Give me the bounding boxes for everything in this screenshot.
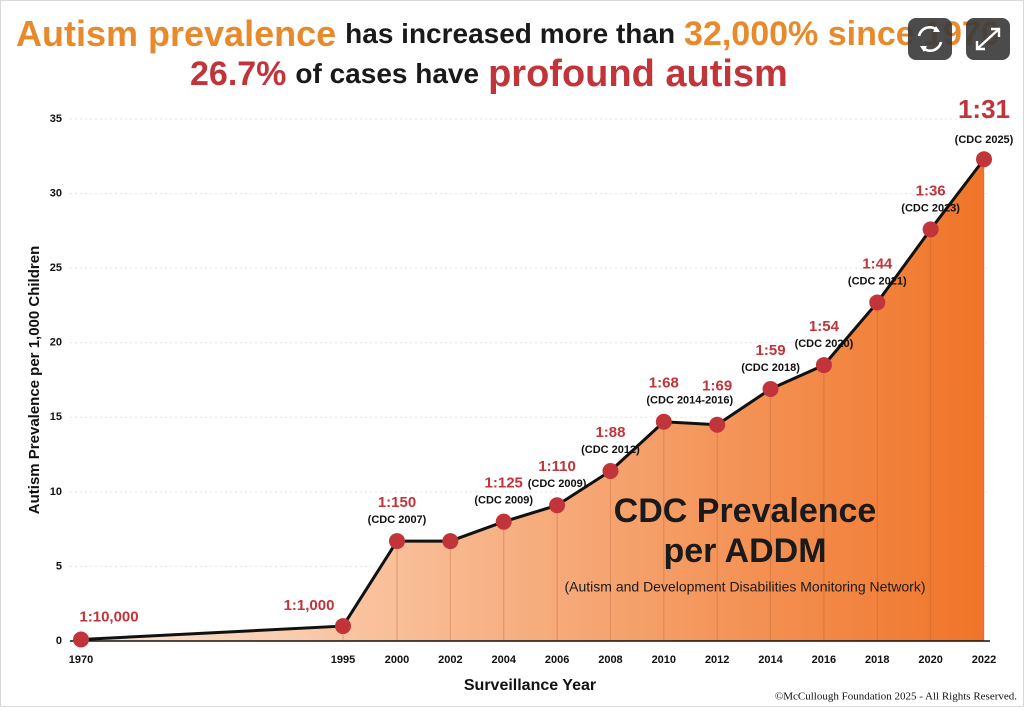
ratio-label: 1:150 [378, 494, 416, 511]
title-part: profound autism [488, 53, 788, 95]
title-line: 26.7% of cases have profound autism [190, 53, 788, 95]
y-tick-label: 35 [50, 113, 62, 125]
x-tick-label: 2014 [758, 654, 783, 666]
title: Autism prevalence has increased more than… [16, 13, 1000, 96]
x-tick-label: 1970 [69, 654, 93, 666]
data-point [73, 631, 89, 648]
ratio-label: 1:110 [538, 458, 576, 475]
expand-icon [975, 27, 1001, 51]
source-label: (CDC 2012) [581, 444, 640, 456]
x-tick-label: 2000 [385, 654, 409, 666]
button-bg [908, 18, 952, 60]
source-label: (CDC 2021) [848, 275, 907, 287]
annotation-title: CDC Prevalence [614, 492, 877, 530]
source-label: (CDC 2023) [901, 202, 960, 214]
data-point [442, 533, 459, 550]
x-tick-label: 2002 [438, 654, 462, 666]
x-axis-title: Surveillance Year [464, 677, 596, 694]
area [81, 159, 984, 642]
title-part: 26.7% [190, 55, 286, 93]
source-label: (CDC 2009) [528, 478, 587, 490]
data-point [709, 416, 726, 433]
credit: ©McCullough Foundation 2025 - All Rights… [775, 691, 1017, 703]
ratio-label: 1:69 [702, 378, 732, 395]
ratio-label: 1:31 [958, 94, 1010, 124]
y-tick-label: 15 [50, 411, 62, 423]
x-tick-label: 2004 [491, 654, 516, 666]
data-point [655, 413, 672, 430]
y-tick-label: 5 [56, 560, 62, 572]
y-tick-label: 20 [50, 337, 62, 349]
title-line: Autism prevalence has increased more than… [16, 13, 1000, 54]
x-tick-label: 2020 [918, 654, 942, 666]
expand-button[interactable] [966, 18, 1010, 60]
ratio-label: 1:59 [756, 342, 786, 359]
source-label: (CDC 2018) [741, 362, 800, 374]
data-point [495, 513, 512, 530]
ratio-label: 1:88 [595, 424, 625, 441]
ratio-label: 1:10,000 [79, 608, 138, 625]
line [80, 158, 986, 642]
x-tick-label: 2018 [865, 654, 889, 666]
data-point [602, 462, 619, 479]
y-tick-label: 25 [50, 262, 62, 274]
x-tick-label: 2022 [972, 654, 996, 666]
ratio-label: 1:44 [862, 255, 893, 272]
title-part: has increased more than [345, 18, 675, 49]
ratio-label: 1:1,000 [284, 597, 335, 614]
refresh-button[interactable] [908, 18, 952, 60]
data-point [922, 221, 939, 238]
ratio-label: 1:68 [649, 375, 679, 392]
source-label: (CDC 2007) [368, 514, 427, 526]
source-label: (CDC 2009) [474, 495, 533, 507]
annotation-subtitle: (Autism and Development Disabilities Mon… [564, 579, 925, 595]
data-point [335, 618, 351, 635]
y-axis-title: Autism Prevalence per 1,000 Children [26, 246, 43, 514]
ratio-label: 1:54 [809, 318, 840, 335]
x-tick-label: 2012 [705, 654, 729, 666]
source-label: (CDC 2025) [955, 134, 1014, 146]
y-tick-label: 0 [56, 635, 62, 647]
data-point [389, 533, 405, 550]
plot: 0 5 10 15 20 25 30 35 1970 1:10,000 1995 1:1,000 200… [50, 94, 1014, 666]
data-point [869, 294, 886, 311]
x-tick-label: 2010 [652, 654, 676, 666]
source-label: (CDC 2014-2016) [646, 395, 733, 407]
title-part: 32,000% since 1970 [684, 15, 1000, 53]
data-point [976, 151, 992, 168]
x-tick-label: 2006 [545, 654, 569, 666]
data-point [815, 357, 832, 374]
title-part: Autism prevalence [16, 13, 336, 54]
y-tick-label: 30 [50, 187, 62, 199]
data-point [549, 497, 566, 514]
data-point [762, 380, 779, 397]
source-label: (CDC 2020) [795, 338, 854, 350]
title-part: of cases have [295, 58, 479, 89]
ratio-label: 1:36 [916, 182, 946, 199]
x-tick-label: 2016 [812, 654, 836, 666]
y-tick-label: 10 [50, 486, 62, 498]
x-tick-label: 1995 [331, 654, 355, 666]
x-tick-label: 2008 [598, 654, 622, 666]
annotation-title: per ADDM [663, 532, 826, 570]
ratio-label: 1:125 [485, 475, 523, 492]
